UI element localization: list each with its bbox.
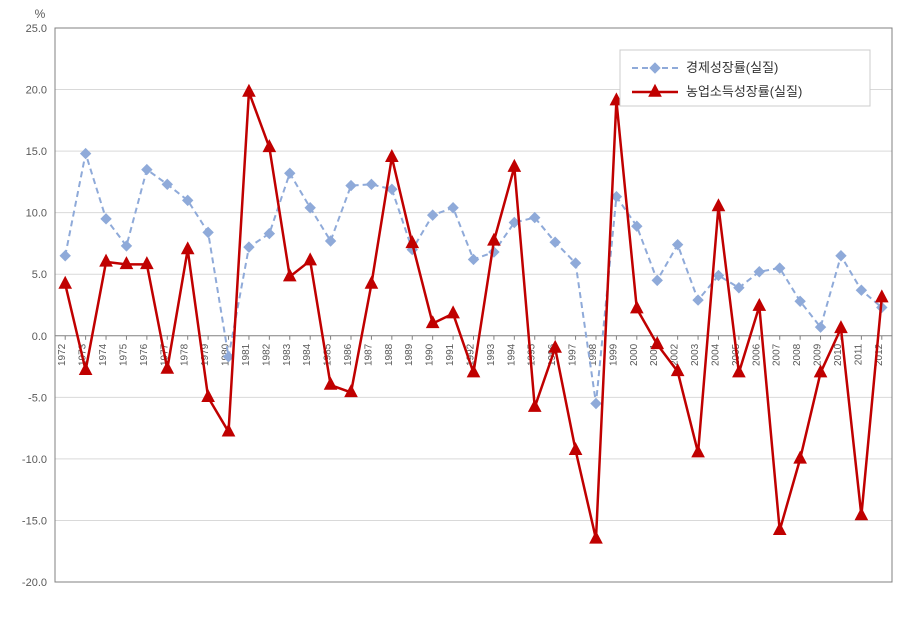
svg-text:2008: 2008 — [792, 343, 803, 366]
svg-text:1988: 1988 — [384, 343, 395, 366]
svg-text:1990: 1990 — [425, 343, 436, 366]
svg-text:0.0: 0.0 — [32, 331, 47, 343]
svg-text:20.0: 20.0 — [26, 85, 47, 97]
svg-text:10.0: 10.0 — [26, 208, 47, 220]
svg-text:1972: 1972 — [57, 343, 68, 366]
svg-text:-10.0: -10.0 — [22, 454, 47, 466]
svg-text:1983: 1983 — [282, 343, 293, 366]
chart-container: -20.0 -15.0 -10.0 -5.0 0.0 5.0 10.0 15.0 20.0 25.… — [0, 0, 902, 630]
svg-text:%: % — [35, 7, 46, 21]
svg-text:농업소득성장률(실질): 농업소득성장률(실질) — [686, 84, 802, 99]
svg-text:1974: 1974 — [98, 343, 109, 366]
svg-text:1986: 1986 — [343, 343, 354, 366]
svg-text:-5.0: -5.0 — [28, 392, 47, 404]
svg-text:1982: 1982 — [261, 343, 272, 366]
svg-text:1993: 1993 — [486, 343, 497, 366]
svg-text:1987: 1987 — [363, 343, 374, 366]
svg-text:2000: 2000 — [629, 343, 640, 366]
svg-text:경제성장률(실질): 경제성장률(실질) — [686, 60, 778, 75]
svg-text:1978: 1978 — [180, 343, 191, 366]
svg-text:1997: 1997 — [568, 343, 579, 366]
svg-text:1991: 1991 — [445, 343, 456, 366]
svg-text:1975: 1975 — [118, 343, 129, 366]
svg-text:2006: 2006 — [751, 343, 762, 366]
line-chart: -20.0 -15.0 -10.0 -5.0 0.0 5.0 10.0 15.0 20.0 25.… — [0, 0, 902, 630]
svg-text:2007: 2007 — [772, 343, 783, 366]
svg-text:2009: 2009 — [813, 343, 824, 366]
svg-text:15.0: 15.0 — [26, 146, 47, 158]
svg-text:1976: 1976 — [139, 343, 150, 366]
svg-text:1984: 1984 — [302, 343, 313, 366]
svg-text:1999: 1999 — [608, 343, 619, 366]
svg-text:5.0: 5.0 — [32, 269, 47, 281]
svg-text:1994: 1994 — [506, 343, 517, 366]
svg-text:-15.0: -15.0 — [22, 515, 47, 527]
svg-text:25.0: 25.0 — [26, 23, 47, 35]
svg-text:2011: 2011 — [853, 343, 864, 365]
svg-text:1989: 1989 — [404, 343, 415, 366]
svg-text:-20.0: -20.0 — [22, 577, 47, 589]
svg-text:1981: 1981 — [241, 343, 252, 366]
svg-text:2003: 2003 — [690, 343, 701, 366]
svg-text:2004: 2004 — [710, 343, 721, 366]
